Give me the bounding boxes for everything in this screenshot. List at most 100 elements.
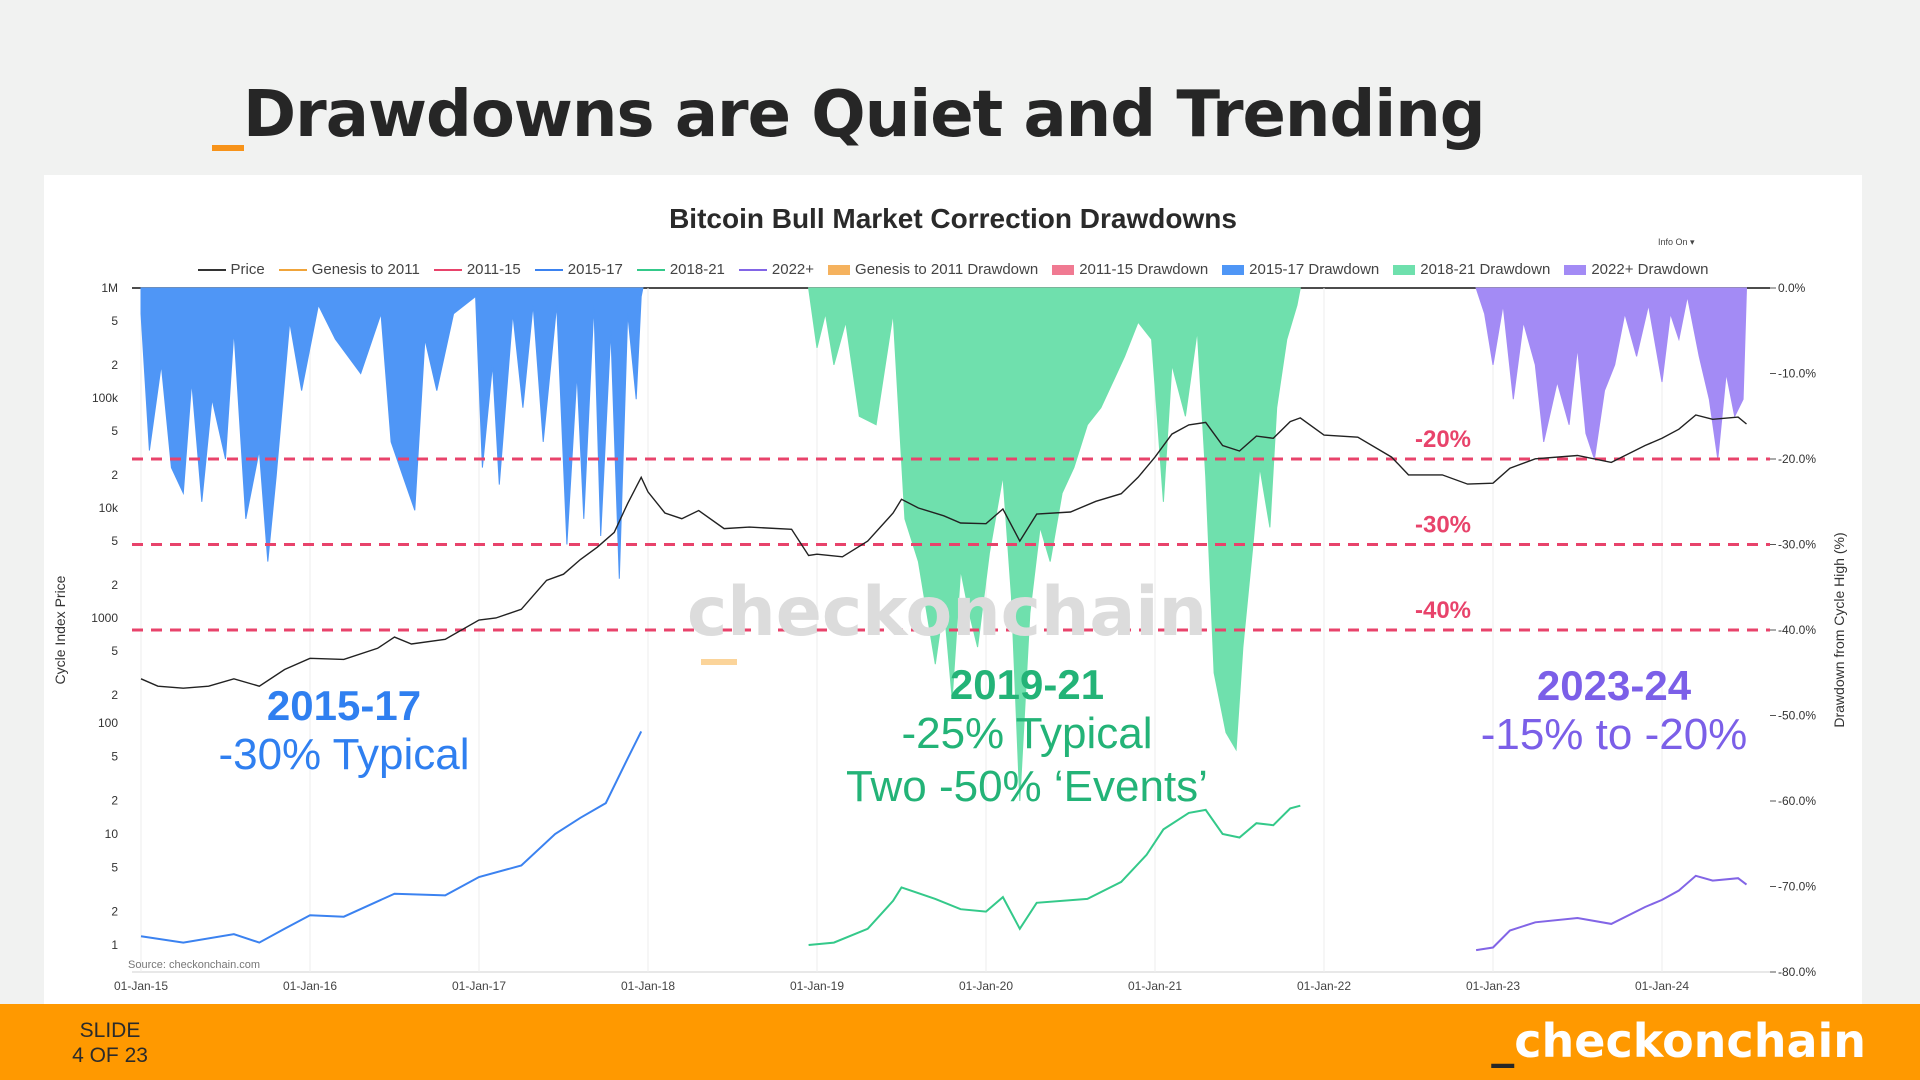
legend-label: Genesis to 2011 Drawdown [855,261,1039,278]
threshold-label: -40% [1415,597,1471,624]
x-tick-label: 01-Jan-21 [1128,979,1182,993]
price-tick-label: 2 [111,578,118,592]
info-toggle-label: Info On [1658,237,1688,247]
annotation-title: 2015-17 [267,682,421,729]
price-tick-label: 5 [111,424,118,438]
legend-label: Genesis to 2011 [311,261,420,278]
legend-item[interactable]: 2015-17 Drawdown [1222,261,1379,278]
x-tick-label: 01-Jan-19 [790,979,844,993]
slide-title: _Drawdowns are Quiet and Trending [212,78,1486,152]
chevron-down-icon: ▾ [1690,237,1695,247]
drawdown-tick-label: -40.0% [1778,623,1816,637]
legend-label: Price [230,261,265,278]
legend-label: 2011-15 [466,261,521,278]
legend-item[interactable]: 2015-17 [534,261,623,278]
price-tick-label: 100k [92,391,119,405]
index-tick-label: 5 [111,860,118,874]
legend-item[interactable]: 2022+ [738,261,815,278]
legend-label: 2018-21 [669,261,725,278]
chart-plot: 01-Jan-15 01-Jan-16 01-Jan-17 01-Jan-18 01-J… [52,281,1847,993]
index-tick-label: 10 [105,827,119,841]
price-tick-label: 1M [101,281,118,295]
legend-label: 2015-17 Drawdown [1249,261,1380,278]
legend-swatch [433,268,462,271]
legend-swatch [278,268,307,271]
drawdown-tick-label: -50.0% [1778,709,1816,723]
annotation-text: -25% Typical [901,709,1152,758]
price-tick-label: 5 [111,644,118,658]
annotation-title: 2023-24 [1537,662,1692,709]
price-tick-label: 2 [111,358,118,372]
legend-item[interactable]: Genesis to 2011 [278,261,420,278]
legend-item[interactable]: 2011-15 [433,261,521,278]
index-tick-label: 2 [111,905,118,919]
footer-bar: SLIDE 4 OF 23 _checkonchain [0,1004,1920,1080]
title-text: Drawdowns are Quiet and Trending [243,78,1486,152]
drawdown-tick-label: -20.0% [1778,452,1816,466]
cycle-annotation: 2015-17-30% Typical [218,682,469,779]
slide-counter: SLIDE 4 OF 23 [60,1018,160,1068]
slide-counter-label: SLIDE [79,1019,141,1042]
annotation-text: Two -50% ‘Events’ [846,762,1208,811]
legend-swatch [1052,264,1075,275]
legend-swatch [738,268,767,271]
drawdown-tick-label: -60.0% [1778,794,1816,808]
legend-item[interactable]: Genesis to 2011 Drawdown [828,261,1038,278]
legend-swatch [197,268,226,271]
legend-label: 2022+ [771,261,815,278]
legend-swatch [534,268,563,271]
index-tick-label: 5 [111,749,118,763]
y-left-axis-title: Cycle Index Price [52,575,68,684]
index-tick-label: 100 [98,716,118,730]
y-right-axis-title: Drawdown from Cycle High (%) [1831,532,1847,727]
legend-swatch [1564,264,1587,275]
legend-label: 2015-17 [567,261,623,278]
drawdown-tick-label: -70.0% [1778,880,1816,894]
price-tick-label: 2 [111,468,118,482]
legend-label: 2011-15 Drawdown [1079,261,1209,278]
x-tick-label: 01-Jan-17 [452,979,506,993]
legend-item[interactable]: 2018-21 [636,261,725,278]
drawdown-tick-label: 0.0% [1778,281,1806,295]
x-tick-label: 01-Jan-15 [114,979,168,993]
index-tick-label: 2 [111,794,118,808]
annotation-text: -30% Typical [218,730,469,779]
x-tick-label: 01-Jan-23 [1466,979,1520,993]
watermark-underscore [701,659,737,665]
legend-swatch [1393,264,1416,275]
legend-item[interactable]: 2011-15 Drawdown [1052,261,1208,278]
watermark-text: checkonchain [687,573,1207,652]
annotation-text: -15% to -20% [1481,710,1748,759]
chart-panel: Bitcoin Bull Market Correction Drawdowns… [44,175,1862,1004]
legend-item[interactable]: Price [197,261,265,278]
x-tick-label: 01-Jan-22 [1297,979,1351,993]
threshold-label: -30% [1415,512,1471,539]
price-tick-label: 10k [99,501,119,515]
drawdown-tick-label: -30.0% [1778,538,1816,552]
title-underscore: _ [212,78,244,152]
legend-swatch [636,268,665,271]
cycle-index-line [140,730,643,944]
price-tick-label: 5 [111,534,118,548]
x-tick-label: 01-Jan-24 [1635,979,1689,993]
drawdown-tick-label: -10.0% [1778,367,1816,381]
legend-item[interactable]: 2018-21 Drawdown [1393,261,1550,278]
watermark: checkonchain [687,573,1207,665]
index-tick-label: 1 [111,938,118,952]
legend-label: 2022+ Drawdown [1591,261,1709,278]
cycle-annotation: 2023-24-15% to -20% [1481,662,1748,759]
brand-logo: _checkonchain [1491,1014,1866,1068]
source-note: Source: checkonchain.com [128,959,260,971]
legend-item[interactable]: 2022+ Drawdown [1564,261,1709,278]
price-tick-label: 1000 [91,611,118,625]
info-toggle[interactable]: Info On ▾ [1658,237,1695,248]
cycle-index-line [808,804,1301,946]
legend-swatch [1222,264,1245,275]
legend-label: 2018-21 Drawdown [1420,261,1551,278]
x-tick-label: 01-Jan-18 [621,979,675,993]
slide-counter-value: 4 OF 23 [72,1044,148,1067]
legend-swatch [828,264,851,275]
drawdown-area [140,287,644,579]
x-tick-label: 01-Jan-20 [959,979,1013,993]
